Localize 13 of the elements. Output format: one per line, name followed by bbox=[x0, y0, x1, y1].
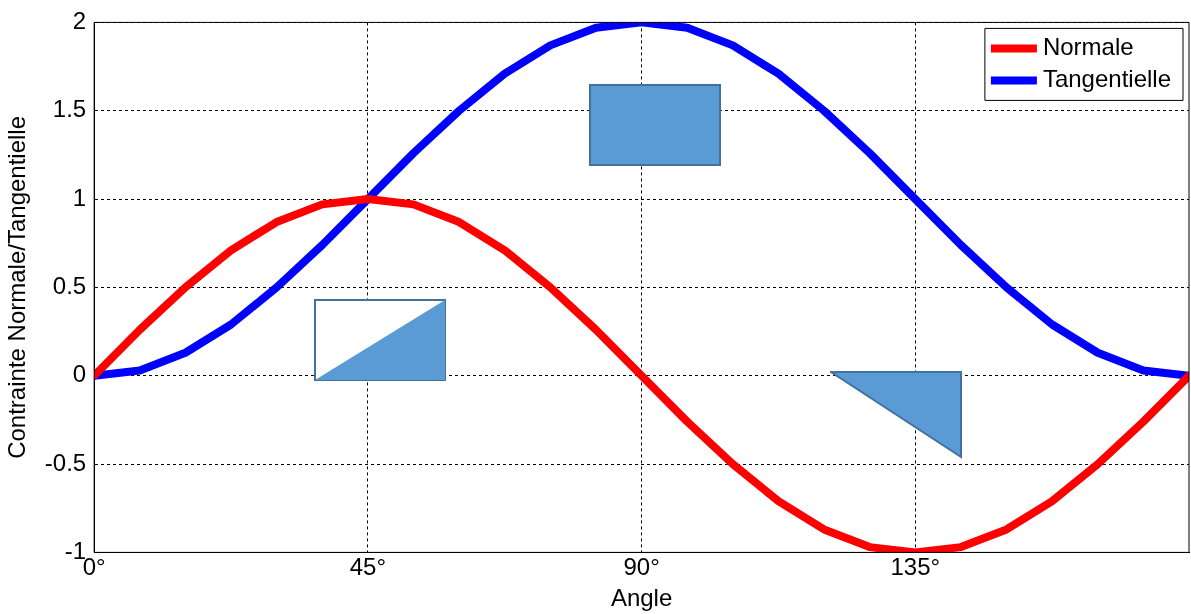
x-tick-label: 90° bbox=[623, 553, 660, 581]
legend-label: Tangentielle bbox=[1042, 65, 1172, 93]
legend-label: Normale bbox=[1042, 33, 1134, 61]
y-tick-label: 2 bbox=[72, 7, 87, 35]
y-tick-label: 1 bbox=[72, 183, 87, 211]
y-tick-label: 0 bbox=[72, 360, 87, 388]
x-axis-title: Angle bbox=[610, 584, 673, 612]
y-axis-title: Contrainte Normale/Tangentielle bbox=[3, 115, 31, 459]
y-tick-label: -0.5 bbox=[44, 448, 87, 476]
x-tick-label: 135° bbox=[890, 553, 941, 581]
y-tick-label: 1.5 bbox=[52, 95, 87, 123]
y-tick-label: 0.5 bbox=[52, 272, 87, 300]
x-tick-label: 45° bbox=[349, 553, 387, 581]
